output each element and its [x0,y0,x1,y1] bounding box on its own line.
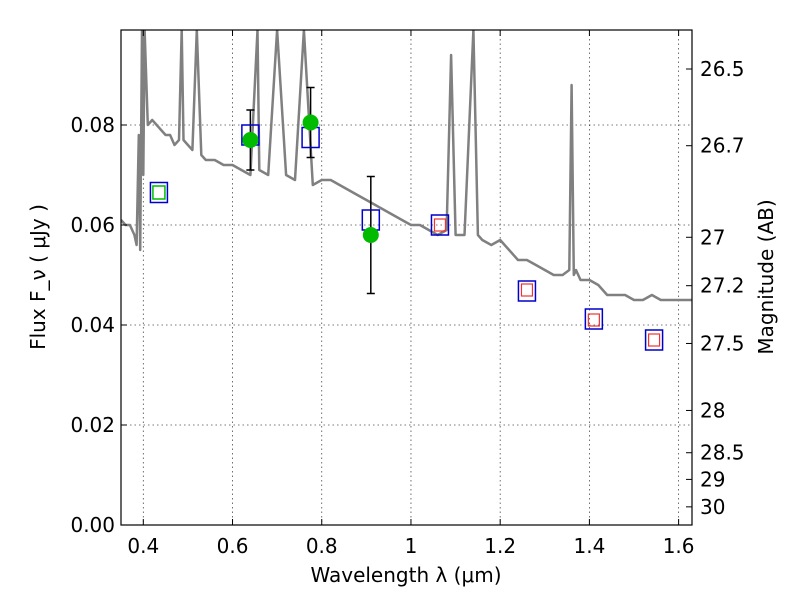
y-axis-label-right: Magnitude (AB) [754,199,778,354]
right-tick-label: 27.2 [700,274,745,298]
x-axis-label: Wavelength λ (μm) [310,563,501,587]
y-tick-label: 0.08 [70,113,115,137]
red-marker [433,218,447,232]
x-tick-label: 0.6 [217,534,249,558]
x-tick-label: 0.4 [127,534,159,558]
y-tick-label: 0.02 [70,413,115,437]
x-tick-label: 1.4 [573,534,605,558]
plot-frame [120,29,693,526]
tick-layer: 0.4 0.6 0.8 1 1.2 1.4 1.6 0.00 0.02 0.04 0.06 0.08 2… [70,30,745,558]
red-marker [587,313,600,327]
model-box-marker [517,280,537,302]
right-tick-label: 26.5 [700,57,745,81]
model-box-marker [584,308,604,330]
x-tick-label: 0.8 [306,534,338,558]
green-circle-marker [362,227,379,243]
y-axis-label: Flux F_ν ( μJy ) [26,204,50,350]
y-tick-label: 0.06 [70,213,115,237]
spectrum-line [121,30,692,302]
y-tick-label: 0.04 [70,313,115,337]
red-marker [520,283,534,297]
right-tick-label: 26.7 [700,134,745,158]
y-tick-label: 0.00 [70,513,115,537]
data-layer [121,30,692,351]
right-tick-label: 29 [700,467,725,491]
right-tick-label: 30 [700,495,725,519]
right-tick-label: 28.5 [700,441,745,465]
green-circle-marker [302,114,319,131]
model-box-marker [149,181,169,204]
right-tick-label: 27.5 [700,331,745,355]
green-circle-marker [242,132,259,148]
green-square-marker [152,185,166,200]
right-tick-label: 28 [700,398,725,422]
red-marker [647,333,661,347]
model-box-marker [430,214,450,236]
x-tick-label: 1.2 [484,534,516,558]
x-tick-label: 1.6 [663,534,695,558]
right-tick-label: 27 [700,225,725,249]
x-tick-label: 1 [405,534,418,558]
model-box-marker [644,329,664,351]
